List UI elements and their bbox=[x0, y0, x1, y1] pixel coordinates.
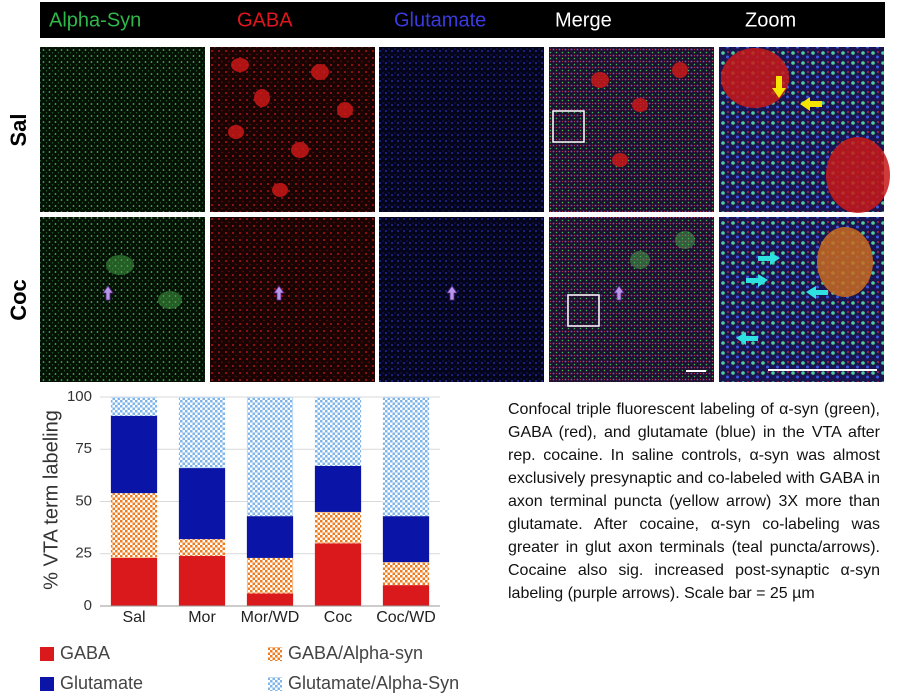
bar-segment bbox=[246, 557, 294, 594]
bar-segment bbox=[178, 539, 226, 556]
bar-segment bbox=[110, 493, 158, 558]
bar-segment bbox=[110, 415, 158, 494]
bar-segment bbox=[382, 516, 430, 563]
bar-segment bbox=[246, 593, 294, 606]
legend-swatch bbox=[268, 647, 282, 661]
y-tick-label: 75 bbox=[75, 440, 92, 457]
x-tick-label: Sal bbox=[122, 609, 145, 626]
legend-swatch bbox=[40, 647, 54, 661]
legend-label: GABA bbox=[60, 643, 110, 663]
x-tick-label: Coc bbox=[324, 609, 352, 626]
bar-segment bbox=[382, 585, 430, 606]
legend-swatch bbox=[268, 677, 282, 691]
header-label: Alpha-Syn bbox=[49, 9, 141, 31]
bar-segment bbox=[246, 516, 294, 558]
row-label: Sal bbox=[6, 113, 31, 146]
header-label: Zoom bbox=[745, 9, 796, 31]
bar-segment bbox=[382, 562, 430, 586]
y-tick-label: 0 bbox=[84, 597, 92, 614]
header-label: Glutamate bbox=[394, 9, 486, 31]
bar-segment bbox=[178, 468, 226, 540]
bar-segment bbox=[314, 543, 362, 606]
bar-segment bbox=[110, 557, 158, 606]
bar-segment bbox=[178, 555, 226, 606]
y-tick-label: 100 bbox=[67, 388, 92, 405]
y-tick-label: 25 bbox=[75, 545, 92, 562]
bar-segment bbox=[178, 397, 226, 469]
micrographs bbox=[40, 47, 890, 382]
legend-label: GABA/Alpha-syn bbox=[288, 643, 423, 663]
row-label: Coc bbox=[6, 279, 31, 321]
bar-segment bbox=[314, 397, 362, 466]
legend-swatch bbox=[40, 677, 54, 691]
caption: Confocal triple fluorescent labeling of … bbox=[508, 401, 880, 602]
bar-segment bbox=[314, 511, 362, 544]
bar-segment bbox=[246, 397, 294, 517]
bar-segment bbox=[382, 397, 430, 517]
x-tick-label: Mor bbox=[188, 609, 216, 626]
x-tick-label: Mor/WD bbox=[241, 609, 300, 626]
bar-segment bbox=[314, 465, 362, 512]
y-axis-label: % VTA term labeling bbox=[40, 410, 62, 590]
header-bar bbox=[40, 2, 885, 38]
y-tick-label: 50 bbox=[75, 492, 92, 509]
bar-segment bbox=[110, 397, 158, 416]
header-label: Merge bbox=[555, 9, 612, 31]
x-tick-label: Coc/WD bbox=[376, 609, 436, 626]
legend-label: Glutamate bbox=[60, 673, 143, 693]
legend-label: Glutamate/Alpha-Syn bbox=[288, 673, 459, 693]
header-label: GABA bbox=[237, 9, 293, 31]
